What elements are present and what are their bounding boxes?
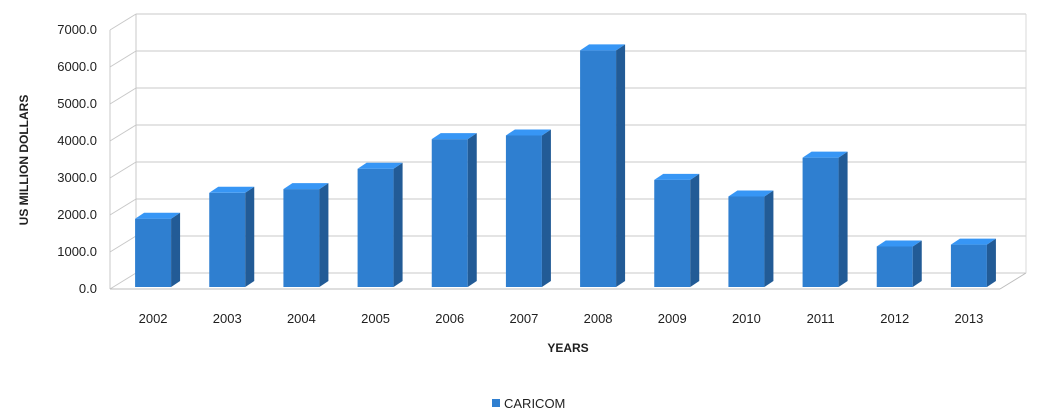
y-tick-label: 3000.0: [57, 170, 97, 185]
bar-top: [950, 238, 996, 245]
y-tick-label: 7000.0: [57, 22, 97, 37]
gridline-depth: [109, 161, 137, 179]
bar-2008: [580, 44, 626, 287]
bar-front: [283, 189, 320, 287]
x-tick-label: 2013: [954, 311, 983, 326]
bar-front: [505, 135, 542, 287]
bar-side: [319, 183, 329, 287]
y-tick-label: 0.0: [79, 281, 97, 296]
bar-front: [654, 179, 691, 287]
gridline-depth: [109, 272, 137, 290]
legend-swatch-caricom: [492, 399, 500, 407]
x-tick-label: 2010: [732, 311, 761, 326]
bar-front: [950, 244, 987, 287]
gridline-depth: [109, 124, 137, 142]
bar-2013: [950, 238, 996, 287]
floor-right-edge: [999, 272, 1027, 290]
bar-2002: [135, 212, 181, 287]
bar-side: [912, 240, 922, 287]
bar-2007: [505, 129, 551, 287]
bar-front: [209, 192, 246, 287]
x-tick-label: 2009: [658, 311, 687, 326]
bar-front: [135, 218, 172, 287]
bar-2006: [431, 133, 477, 287]
bar-side: [541, 129, 551, 287]
bar-top: [802, 151, 848, 158]
legend-label-caricom: CARICOM: [504, 396, 565, 411]
bar-top: [135, 212, 181, 219]
x-tick-label: 2012: [880, 311, 909, 326]
x-tick-label: 2002: [139, 311, 168, 326]
bar-2009: [654, 173, 700, 287]
y-tick-label: 2000.0: [57, 207, 97, 222]
bar-side: [467, 133, 477, 287]
bar-front: [580, 50, 617, 287]
bar-2010: [728, 190, 774, 287]
bar-top: [654, 173, 700, 180]
bar-2011: [802, 151, 848, 287]
y-tick-label: 6000.0: [57, 59, 97, 74]
bar-2004: [283, 183, 329, 287]
x-axis-ticks: 2002 2003 2004 2005 2006 2007 2008 2009 2010 2011…: [139, 311, 984, 326]
bar-top: [357, 162, 403, 169]
gridline-depth: [109, 87, 137, 105]
gridline-depth: [109, 235, 137, 253]
bar-side: [838, 151, 848, 287]
bar-top: [876, 240, 922, 247]
bar-side: [393, 162, 403, 287]
bar-side: [986, 238, 996, 287]
bar-front: [802, 157, 839, 287]
bar-front: [431, 139, 468, 287]
x-tick-label: 2008: [584, 311, 613, 326]
y-tick-label: 4000.0: [57, 133, 97, 148]
bar-front: [357, 168, 394, 287]
bar-top: [580, 44, 626, 51]
bar-side: [764, 190, 774, 287]
bar-front: [728, 196, 765, 287]
bar-top: [209, 186, 255, 193]
x-tick-label: 2006: [435, 311, 464, 326]
bar-2003: [209, 186, 255, 287]
x-tick-label: 2011: [807, 311, 835, 326]
bar-top: [431, 133, 477, 140]
bar-top: [728, 190, 774, 197]
y-axis-ticks: 0.0 1000.0 2000.0 3000.0 4000.0 5000.0 6000.0 7…: [57, 22, 97, 296]
bar-top: [505, 129, 551, 136]
x-tick-label: 2007: [509, 311, 538, 326]
x-tick-label: 2005: [361, 311, 390, 326]
bar-2012: [876, 240, 922, 287]
bars: [135, 44, 996, 287]
x-tick-label: 2004: [287, 311, 316, 326]
x-axis-title: YEARS: [547, 341, 588, 355]
gridline-depth: [109, 50, 137, 68]
y-tick-label: 1000.0: [57, 244, 97, 259]
x-tick-label: 2003: [213, 311, 242, 326]
bar-top: [283, 183, 329, 190]
gridline-depth: [109, 13, 137, 31]
bar-front: [876, 246, 913, 287]
y-tick-label: 5000.0: [57, 96, 97, 111]
bar-side: [616, 44, 626, 287]
bar-side: [171, 212, 181, 287]
gridline-depth: [109, 198, 137, 216]
legend: CARICOM: [492, 396, 565, 411]
bar-side: [690, 173, 700, 287]
bar-2005: [357, 162, 403, 287]
y-axis-title: US MILLION DOLLARS: [17, 95, 31, 226]
bar-side: [245, 186, 255, 287]
